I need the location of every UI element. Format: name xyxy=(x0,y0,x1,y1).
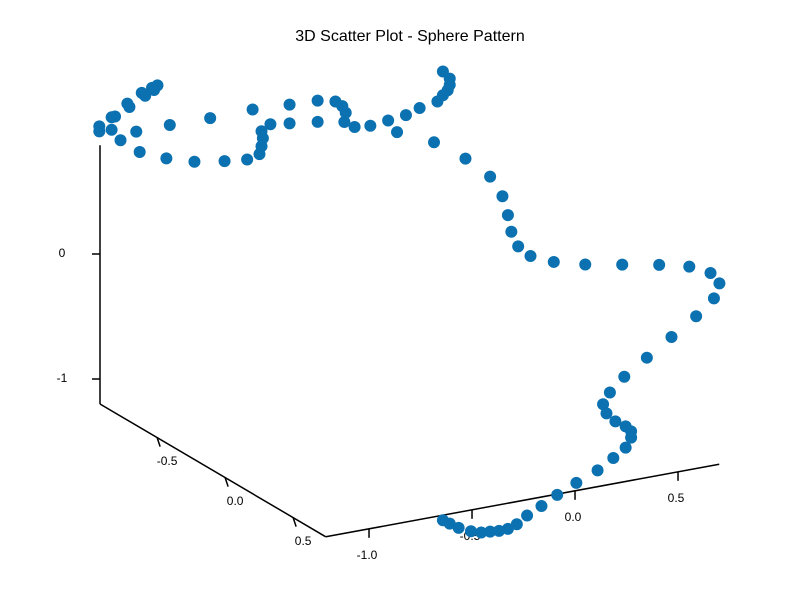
y-tick xyxy=(224,477,229,487)
point xyxy=(707,292,720,305)
point xyxy=(160,152,173,165)
y-tick-label: 0.0 xyxy=(227,494,244,508)
point xyxy=(496,190,509,203)
point xyxy=(436,514,449,527)
point xyxy=(218,155,231,168)
point xyxy=(475,526,488,539)
point xyxy=(521,509,534,522)
point xyxy=(382,114,395,127)
point xyxy=(551,488,564,501)
point xyxy=(591,464,604,477)
point xyxy=(535,500,548,513)
point xyxy=(133,145,146,158)
point xyxy=(256,132,269,145)
point xyxy=(348,120,361,133)
point xyxy=(597,398,610,411)
point xyxy=(501,209,514,222)
point xyxy=(505,225,518,238)
point xyxy=(600,407,613,420)
point xyxy=(188,155,201,168)
point xyxy=(512,240,525,253)
y-tick xyxy=(292,517,297,527)
point xyxy=(683,260,696,273)
point xyxy=(413,102,426,115)
point xyxy=(399,109,412,122)
point xyxy=(619,441,632,454)
point xyxy=(704,266,717,279)
point xyxy=(607,451,620,464)
point xyxy=(579,258,592,271)
point xyxy=(283,117,296,130)
point xyxy=(484,170,497,183)
x-tick-label: 0.0 xyxy=(565,510,582,524)
z-tick-label: 0 xyxy=(59,246,66,260)
point xyxy=(130,125,143,138)
x-tick-label: 0.5 xyxy=(668,491,685,505)
point xyxy=(653,258,666,271)
point xyxy=(428,136,440,149)
point xyxy=(93,120,106,133)
y-axis xyxy=(99,403,327,538)
x-tick-label: -1.0 xyxy=(357,548,378,562)
y-tick-label: -0.5 xyxy=(157,454,178,468)
point xyxy=(204,112,217,125)
point xyxy=(618,370,631,383)
chart-title: 3D Scatter Plot - Sphere Pattern xyxy=(295,28,524,45)
point xyxy=(364,119,377,132)
point xyxy=(311,94,324,107)
point xyxy=(109,110,122,123)
point xyxy=(690,310,703,323)
point xyxy=(524,249,537,262)
point xyxy=(609,415,622,428)
point xyxy=(163,119,176,132)
point xyxy=(264,118,277,131)
point xyxy=(338,115,351,128)
point xyxy=(464,525,477,538)
point xyxy=(148,83,161,96)
point xyxy=(139,89,152,102)
y-tick xyxy=(156,437,161,447)
point xyxy=(443,72,456,85)
point xyxy=(391,126,404,139)
point xyxy=(241,153,254,166)
point xyxy=(547,255,560,268)
x-axis xyxy=(325,463,720,538)
point xyxy=(105,123,118,136)
point xyxy=(459,152,472,165)
point xyxy=(452,521,465,534)
point xyxy=(603,386,616,399)
point xyxy=(625,431,638,444)
point xyxy=(311,115,324,128)
point xyxy=(713,277,726,290)
y-tick-label: 0.5 xyxy=(295,534,312,548)
point xyxy=(339,106,352,119)
point xyxy=(510,518,523,531)
point xyxy=(640,351,653,364)
point xyxy=(283,98,296,111)
point xyxy=(246,103,259,116)
point xyxy=(616,258,629,271)
point xyxy=(123,100,136,113)
point xyxy=(665,330,678,343)
z-tick-label: -1 xyxy=(57,371,68,385)
point xyxy=(484,525,497,538)
point xyxy=(114,134,127,147)
point xyxy=(493,524,506,537)
point xyxy=(570,476,583,489)
